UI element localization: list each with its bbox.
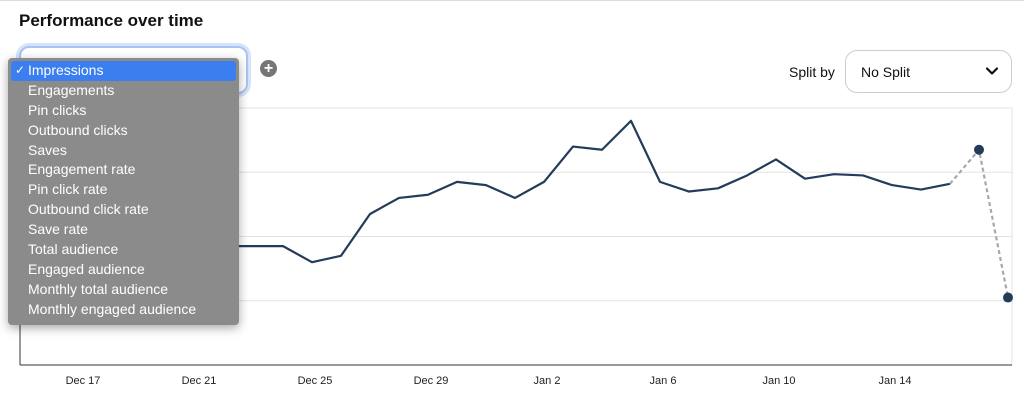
dropdown-option[interactable]: Total audience (8, 240, 239, 260)
dropdown-option-label: Total audience (28, 241, 119, 258)
dropdown-option-label: Monthly total audience (28, 280, 169, 297)
x-tick-label: Dec 25 (298, 375, 333, 387)
dropdown-option-label: Impressions (28, 62, 104, 78)
dropdown-option[interactable]: ✓ Impressions (11, 61, 236, 81)
top-border (0, 0, 1024, 3)
plus-circle-icon: + (263, 60, 274, 77)
x-tick-label: Jan 2 (534, 375, 561, 387)
split-value: No Split (861, 64, 911, 80)
dropdown-option-label: Save rate (28, 221, 88, 238)
dropdown-option[interactable]: Save rate (8, 220, 239, 240)
dropdown-option[interactable]: Monthly total audience (8, 280, 239, 300)
dropdown-option-label: Saves (28, 141, 67, 158)
x-tick-label: Dec 29 (414, 375, 449, 387)
checkmark-icon: ✓ (15, 63, 26, 77)
dropdown-option[interactable]: Engagements (8, 81, 239, 101)
x-tick-label: Dec 21 (182, 375, 217, 387)
dropdown-option-label: Engaged audience (28, 260, 145, 277)
metric-dropdown-menu[interactable]: ✓ Impressions Engagements Pin clicks Outboun… (8, 58, 239, 325)
split-by-label: Split by (789, 64, 835, 80)
dropdown-option[interactable]: Pin clicks (8, 101, 239, 121)
x-tick-label: Jan 6 (650, 375, 677, 387)
dropdown-option[interactable]: Monthly engaged audience (8, 300, 239, 320)
data-point (1003, 292, 1013, 303)
x-tick-label: Jan 10 (762, 375, 795, 387)
chevron-down-icon (985, 67, 999, 75)
x-tick-label: Jan 14 (878, 375, 911, 387)
dropdown-option-label: Pin click rate (28, 181, 108, 198)
dropdown-option[interactable]: Pin click rate (8, 180, 239, 200)
dropdown-option[interactable]: Outbound click rate (8, 200, 239, 220)
dropdown-option[interactable]: Saves (8, 141, 239, 161)
split-select[interactable]: No Split (845, 50, 1012, 93)
data-point (974, 144, 984, 155)
dropdown-option-label: Monthly engaged audience (28, 300, 197, 317)
dropdown-option[interactable]: Engaged audience (8, 260, 239, 280)
add-metric-button[interactable]: + (260, 60, 277, 77)
dropdown-option-label: Engagement rate (28, 161, 136, 178)
dropdown-option-label: Engagements (28, 81, 115, 98)
dropdown-option-label: Pin clicks (28, 101, 87, 118)
dropdown-option[interactable]: Outbound clicks (8, 121, 239, 141)
dropdown-option-label: Outbound clicks (28, 121, 128, 138)
dropdown-option-label: Outbound click rate (28, 201, 149, 218)
page-title: Performance over time (19, 11, 204, 30)
dropdown-option[interactable]: Engagement rate (8, 160, 239, 180)
x-tick-label: Dec 17 (66, 375, 101, 387)
